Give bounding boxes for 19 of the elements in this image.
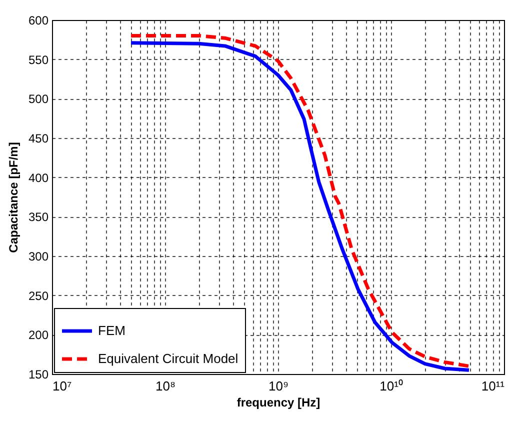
y-tick-label: 150 — [28, 368, 49, 382]
y-axis-title: Capacitance [pF/m] — [6, 142, 20, 253]
y-tick-label: 500 — [28, 92, 49, 106]
x-tick-label: 10¹¹ — [481, 378, 506, 394]
y-tick-label: 450 — [28, 132, 49, 146]
y-tick-label: 200 — [28, 328, 49, 342]
y-tick-label: 550 — [28, 52, 49, 67]
x-tick-label: 10¹⁰ — [380, 378, 404, 394]
y-tick-label: 300 — [28, 250, 49, 264]
y-tick-label: 600 — [28, 14, 49, 28]
x-tick-label: 10⁹ — [268, 378, 289, 394]
y-tick-label: 400 — [28, 170, 49, 185]
x-tick-label: 10⁸ — [156, 378, 176, 394]
legend-label: FEM — [98, 323, 126, 338]
y-tick-label: 250 — [28, 288, 49, 303]
x-tick-label: 10⁷ — [52, 378, 72, 394]
legend-label: Equivalent Circuit Model — [98, 351, 238, 366]
y-tick-label: 350 — [28, 210, 49, 224]
x-axis-title: frequency [Hz] — [236, 396, 320, 410]
